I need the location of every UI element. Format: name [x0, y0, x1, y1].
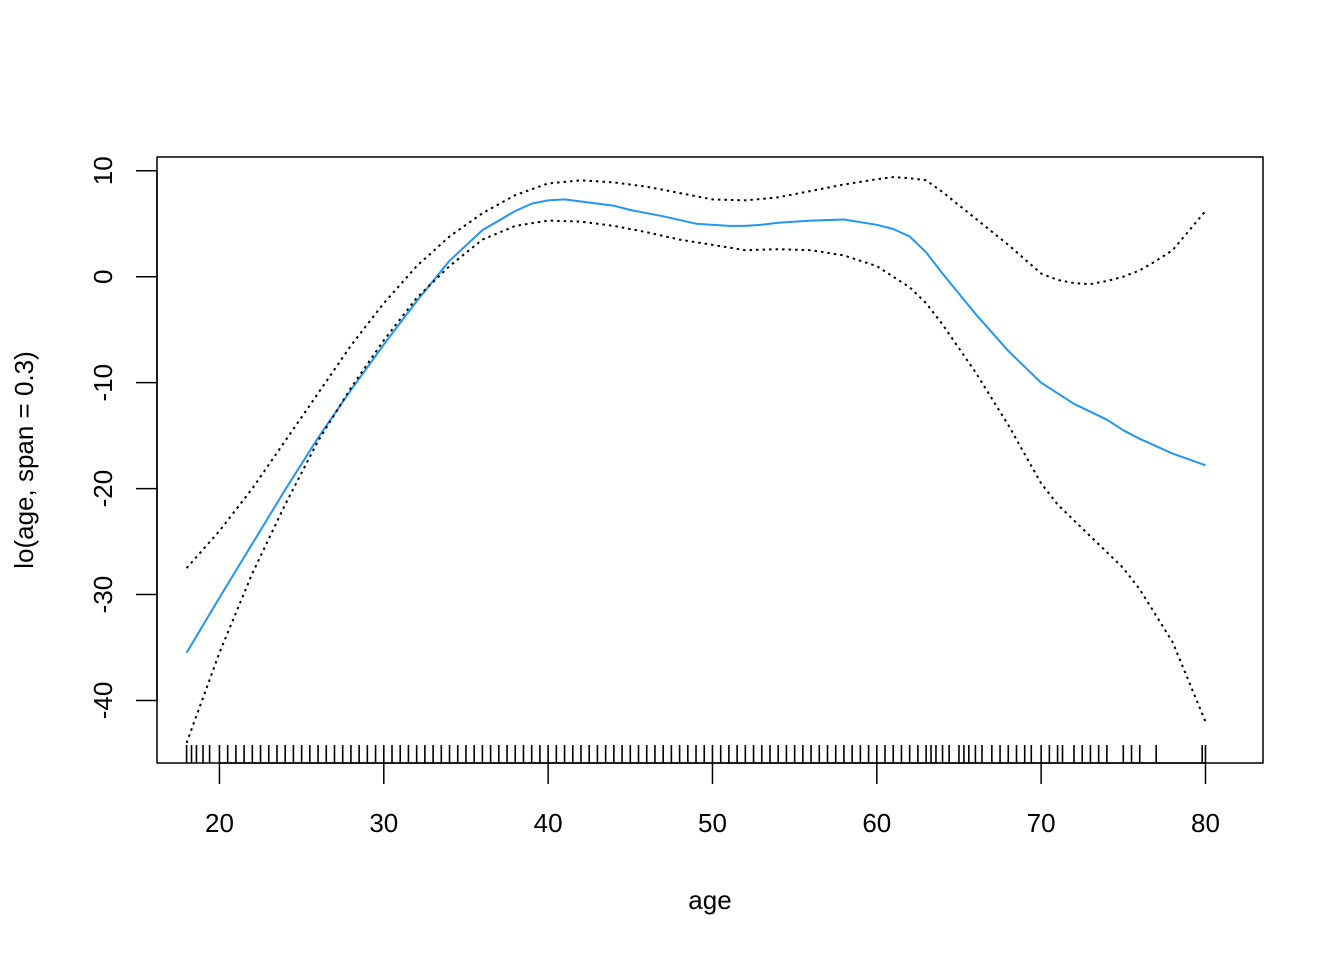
y-axis-title: lo(age, span = 0.3) — [9, 351, 39, 569]
y-tick-label: -10 — [88, 364, 118, 402]
y-tick-label: 0 — [88, 269, 118, 283]
x-tick-label: 20 — [205, 808, 234, 838]
plot-frame — [156, 156, 1264, 764]
fit-line — [185, 198, 1206, 654]
x-tick-label: 80 — [1191, 808, 1220, 838]
upper-band-line — [185, 176, 1207, 569]
x-axis-title: age — [688, 885, 731, 915]
rug-marks — [185, 745, 1207, 763]
y-tick-label: 10 — [88, 156, 118, 185]
x-tick-label: 50 — [698, 808, 727, 838]
y-tick-label: -20 — [88, 470, 118, 508]
x-tick-label: 70 — [1027, 808, 1056, 838]
series-lines — [185, 176, 1207, 744]
axes: 20 30 40 50 60 70 80 -40 -30 -20 -10 0 10 — [88, 156, 1220, 838]
x-tick-label: 30 — [369, 808, 398, 838]
x-tick-label: 60 — [862, 808, 891, 838]
y-axis-title-group: lo(age, span = 0.3) — [9, 351, 39, 569]
y-tick-label: -30 — [88, 576, 118, 614]
lower-band-line — [185, 219, 1207, 744]
x-tick-label: 40 — [534, 808, 563, 838]
y-tick-label: -40 — [88, 682, 118, 720]
